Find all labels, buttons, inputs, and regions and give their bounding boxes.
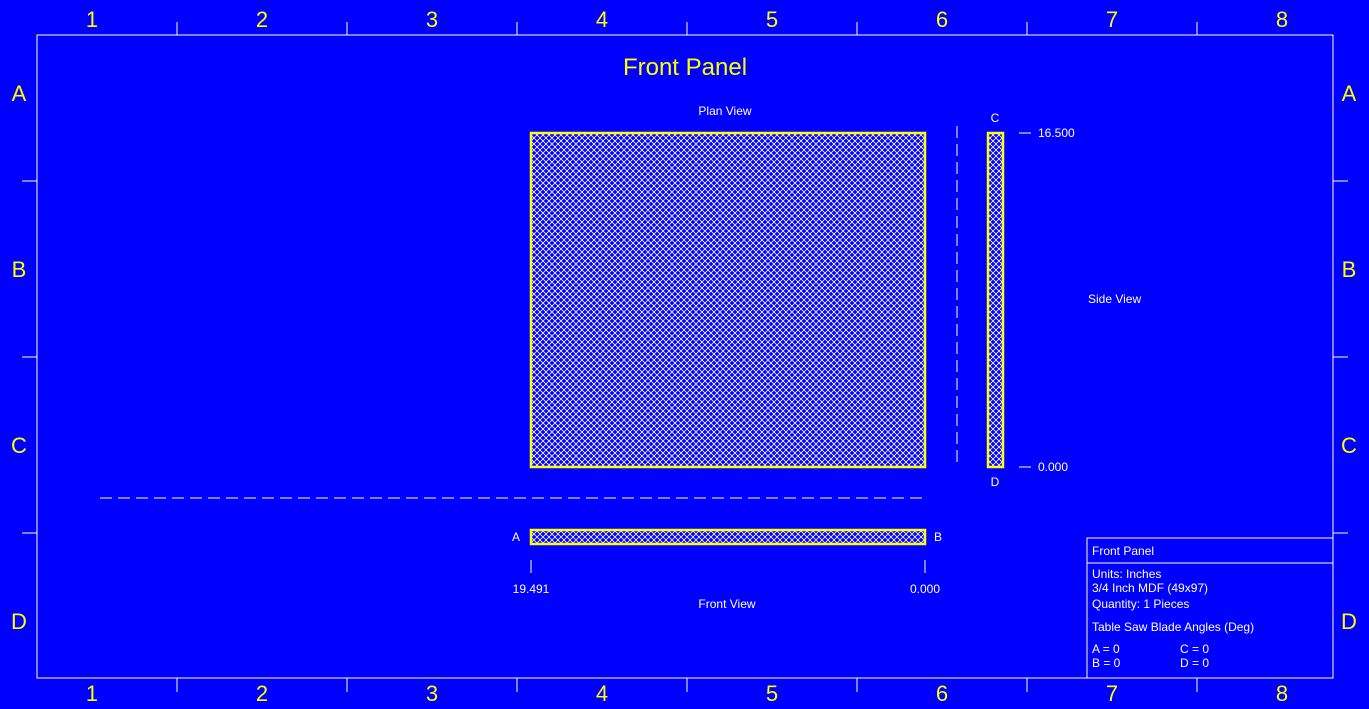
- title-block: Front Panel Units: Inches 3/4 Inch MDF (…: [1086, 537, 1334, 679]
- col-label-bottom-8: 8: [1276, 681, 1288, 706]
- col-label-top-3: 3: [426, 7, 438, 32]
- dim-bottom-value: 0.000: [1038, 460, 1068, 474]
- front-view-label: Front View: [698, 597, 755, 611]
- title-block-quantity: Quantity: 1 Pieces: [1092, 597, 1189, 611]
- col-label-bottom-6: 6: [936, 681, 948, 706]
- dim-top-value: 16.500: [1038, 126, 1075, 140]
- border-ticks: [22, 22, 1348, 692]
- row-label-right-b: B: [1342, 257, 1357, 282]
- drawing-title: Front Panel: [623, 54, 747, 81]
- side-edge-label-c: C: [991, 111, 1000, 125]
- side-view-panel: [986, 131, 1005, 469]
- front-edge-label-b: B: [934, 530, 942, 544]
- title-block-angle-b: B = 0: [1092, 656, 1121, 670]
- dim-left-value: 19.491: [513, 582, 550, 596]
- col-label-top-2: 2: [256, 7, 268, 32]
- row-label-left-a: A: [12, 81, 27, 106]
- dim-right-value: 0.000: [910, 582, 940, 596]
- front-edge-label-a: A: [512, 530, 520, 544]
- plan-view-panel: [529, 131, 927, 469]
- row-label-right-a: A: [1342, 81, 1357, 106]
- col-label-top-1: 1: [86, 7, 98, 32]
- title-block-material: 3/4 Inch MDF (49x97): [1092, 581, 1208, 595]
- col-label-bottom-3: 3: [426, 681, 438, 706]
- front-view-panel: [529, 528, 927, 546]
- title-block-name: Front Panel: [1092, 544, 1154, 558]
- row-label-right-c: C: [1341, 433, 1357, 458]
- col-label-bottom-4: 4: [596, 681, 608, 706]
- col-label-top-6: 6: [936, 7, 948, 32]
- col-label-bottom-2: 2: [256, 681, 268, 706]
- side-view-label: Side View: [1088, 292, 1141, 306]
- col-label-bottom-5: 5: [766, 681, 778, 706]
- side-edge-label-d: D: [991, 475, 1000, 489]
- title-block-angle-c: C = 0: [1180, 642, 1209, 656]
- row-label-left-c: C: [11, 433, 27, 458]
- title-block-angles-heading: Table Saw Blade Angles (Deg): [1092, 620, 1254, 634]
- row-label-left-b: B: [12, 257, 27, 282]
- title-block-angle-d: D = 0: [1180, 656, 1209, 670]
- col-label-top-4: 4: [596, 7, 608, 32]
- title-block-angle-a: A = 0: [1092, 642, 1120, 656]
- title-block-units: Units: Inches: [1092, 567, 1161, 581]
- plan-view-label: Plan View: [698, 104, 751, 118]
- col-label-top-5: 5: [766, 7, 778, 32]
- col-label-top-7: 7: [1106, 7, 1118, 32]
- row-label-left-d: D: [11, 609, 27, 634]
- col-label-bottom-1: 1: [86, 681, 98, 706]
- row-label-right-d: D: [1341, 609, 1357, 634]
- col-label-bottom-7: 7: [1106, 681, 1118, 706]
- col-label-top-8: 8: [1276, 7, 1288, 32]
